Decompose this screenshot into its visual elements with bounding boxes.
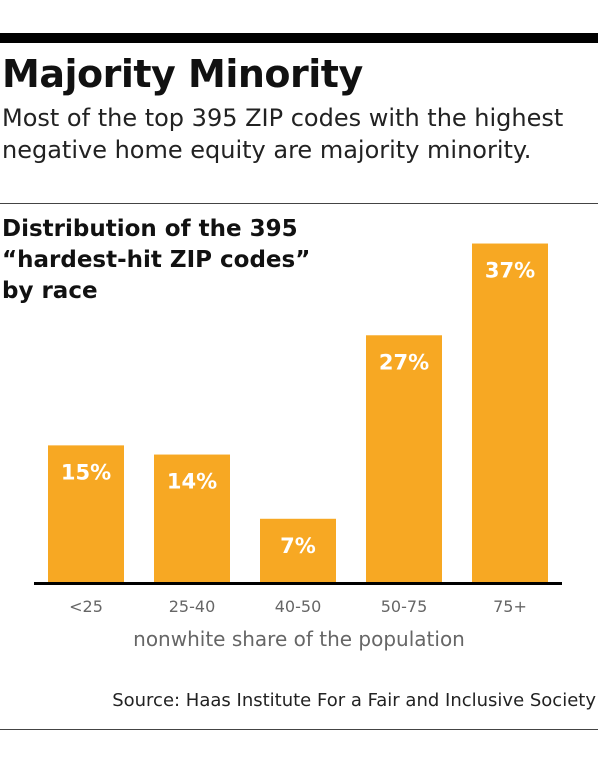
x-tick-label: 50-75 <box>381 597 428 616</box>
top-rule <box>0 33 598 43</box>
bar-value-label: 15% <box>61 460 111 484</box>
page-title: Majority Minority <box>2 52 363 96</box>
source-note: Source: Haas Institute For a Fair and In… <box>112 690 596 711</box>
bar-value-label: 7% <box>280 534 316 558</box>
bar <box>260 518 336 583</box>
chart-title: Distribution of the 395 “hardest-hit ZIP… <box>2 216 311 304</box>
bar <box>366 335 442 583</box>
x-tick-label: 40-50 <box>275 597 322 616</box>
bar-value-label: 37% <box>485 259 535 283</box>
bar-value-label: 14% <box>167 470 217 494</box>
bar <box>472 243 548 583</box>
x-tick-label: <25 <box>69 597 103 616</box>
page-subtitle: Most of the top 395 ZIP codes with the h… <box>2 104 564 164</box>
x-axis-label: nonwhite share of the population <box>133 627 465 651</box>
bar <box>154 454 230 583</box>
bottom-divider <box>0 729 598 730</box>
x-tick-label: 75+ <box>493 597 527 616</box>
x-tick-label: 25-40 <box>169 597 216 616</box>
bar-value-label: 27% <box>379 350 429 374</box>
bar <box>48 445 124 583</box>
x-axis-baseline <box>34 582 562 585</box>
divider <box>0 203 598 204</box>
